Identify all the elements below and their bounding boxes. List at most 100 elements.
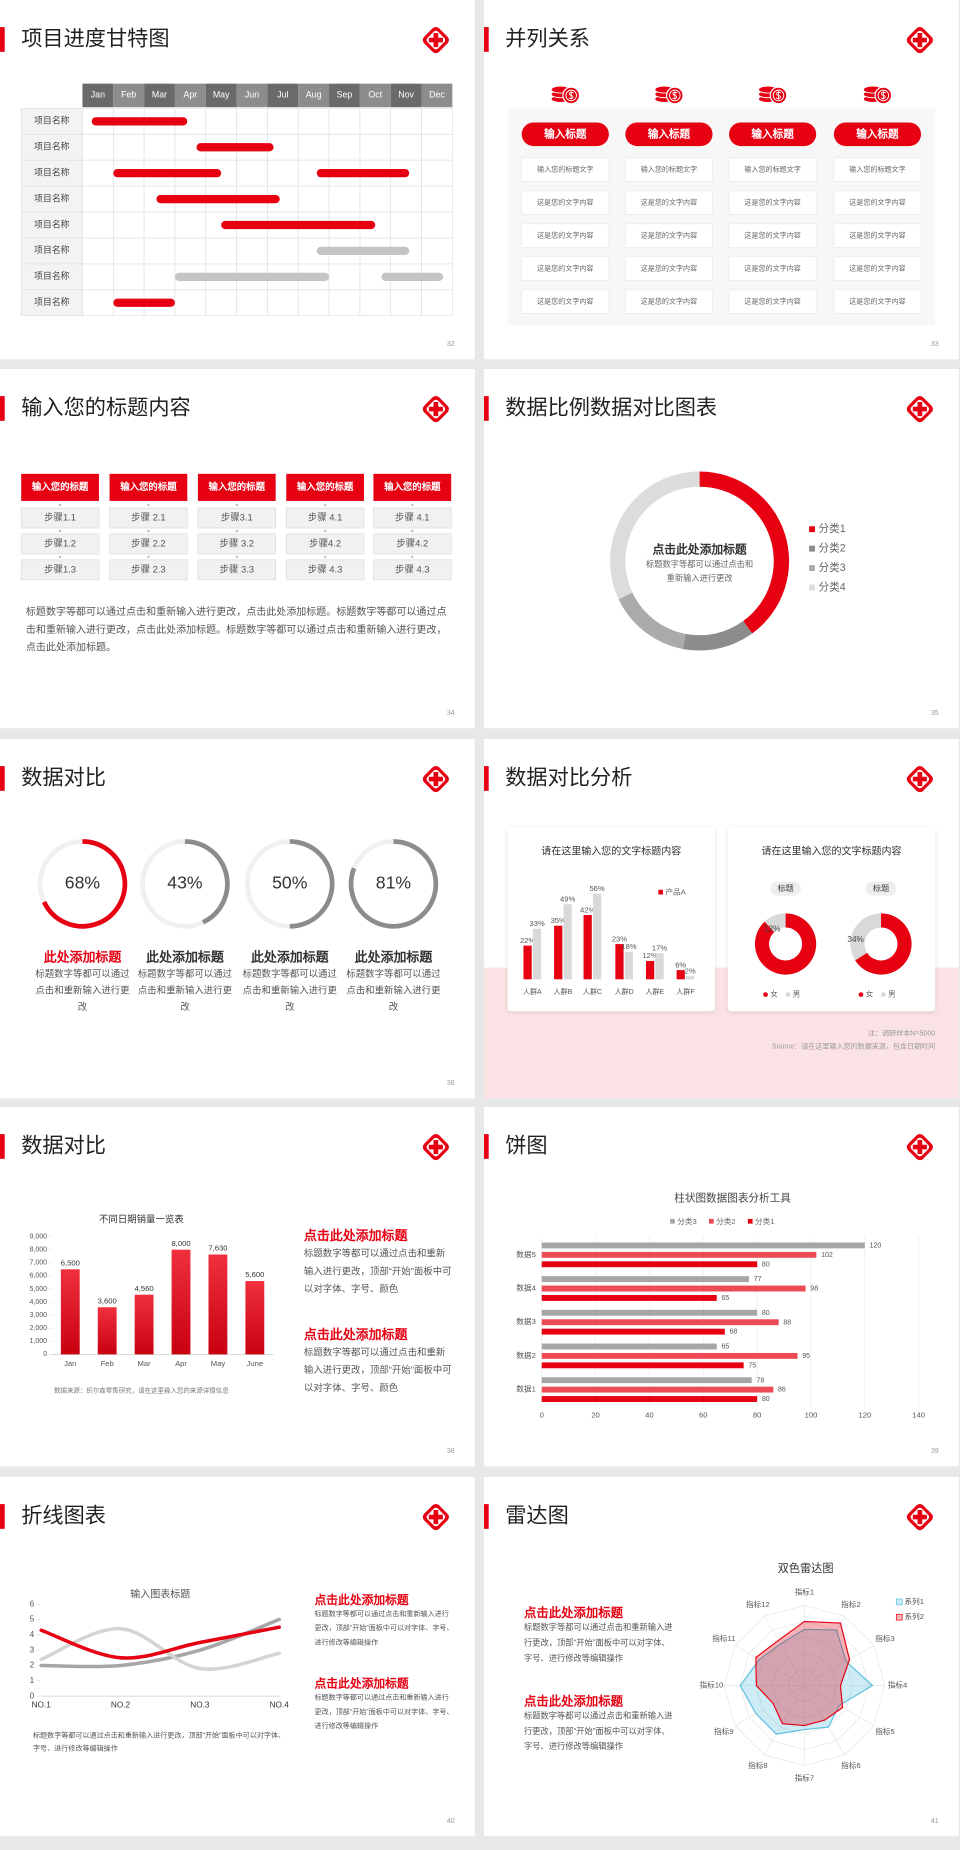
logo <box>422 766 449 793</box>
step-dot <box>147 555 150 559</box>
donut-sector <box>754 913 817 975</box>
heading-pill <box>729 122 817 147</box>
value-label: 33% <box>529 919 544 928</box>
legend-dot <box>763 992 768 997</box>
x-tick-label: 120 <box>858 1411 871 1420</box>
month-header <box>359 83 391 108</box>
month-label: Oct <box>368 90 382 100</box>
ring-label: 50% <box>272 873 308 893</box>
block-title: 点击此处添加标题 <box>315 1593 409 1607</box>
category-label: 人群B <box>554 987 573 996</box>
value-label: 23% <box>612 934 627 943</box>
gantt-bar <box>113 298 175 307</box>
step-heading-bg <box>373 473 452 501</box>
slide-title: 输入您的标题内容 <box>21 396 191 420</box>
item-heading: 此处添加标题 <box>251 950 329 965</box>
task-name: 项目名称 <box>34 141 69 152</box>
value-label: 80 <box>762 1261 770 1268</box>
slide-title: 数据对比 <box>21 766 106 790</box>
logo-cross <box>428 1509 443 1525</box>
coin-icon <box>550 85 581 105</box>
legend-label: 分类3 <box>819 561 846 574</box>
radar-spoke <box>804 1615 845 1686</box>
legend-swatch <box>670 1218 675 1224</box>
donut-sector <box>855 913 912 975</box>
axis-label: 指标1 <box>795 1586 815 1596</box>
bar <box>592 893 602 980</box>
item-text: 这是您的文字内容 <box>537 230 593 239</box>
footnote: 数据来源：织尔森零售研究，请在这里输入您的来源详情信息 <box>54 1386 229 1395</box>
legend-label: 系列1 <box>905 1596 925 1606</box>
slide-bg <box>0 1477 475 1837</box>
step-text: 步骤 2.2 <box>131 537 166 548</box>
coin-inner <box>877 89 890 102</box>
category-label: 人群A <box>523 987 542 996</box>
coin-icon <box>654 85 684 105</box>
value-label: 120 <box>870 1243 882 1250</box>
legend-swatch <box>895 1613 903 1621</box>
gantt-bar <box>196 143 274 152</box>
step-box <box>109 507 188 529</box>
page-number: 34 <box>447 710 455 717</box>
axis-label: 指标4 <box>888 1680 908 1690</box>
page-number: 39 <box>931 1448 939 1455</box>
pie-sector <box>618 592 686 649</box>
legend-label: 产品A <box>665 887 686 897</box>
bar <box>171 1249 191 1355</box>
step-text: 步骤 3.2 <box>220 537 255 548</box>
title-accent <box>484 1134 489 1159</box>
paragraph-box: 标题数字等都可以通过点击和重新输入进行更改，点击此处添加标题。标题数字等都可以通… <box>26 606 447 653</box>
pie-sector <box>610 471 700 600</box>
logo-cross <box>428 771 443 787</box>
coin-inner <box>772 89 785 102</box>
bar <box>60 1269 80 1355</box>
title-accent <box>0 1134 5 1159</box>
bar <box>523 945 532 980</box>
y-tick-label: 8,000 <box>29 1247 47 1254</box>
line-series <box>39 1626 281 1671</box>
heading-pill <box>833 122 922 147</box>
ring-arc <box>289 839 335 929</box>
coin-sign <box>880 91 886 100</box>
month-header <box>144 83 175 108</box>
item-text-box: 标题数字等都可以通过点击和重新输入进行更改 <box>243 969 337 1013</box>
title-accent <box>0 1504 5 1529</box>
month-header <box>267 83 299 108</box>
month-label: Apr <box>183 90 197 100</box>
value-label: 18% <box>621 942 636 951</box>
month-label: Feb <box>121 90 136 100</box>
x-tick-label: NO.1 <box>32 1701 52 1710</box>
block-title: 点击此处添加标题 <box>304 1327 408 1342</box>
item-text: 这是您的文字内容 <box>537 197 593 206</box>
card-title: 请在这里输入您的文字标题内容 <box>762 845 902 858</box>
logo-cross <box>428 1139 443 1155</box>
slide-title: 雷达图 <box>505 1504 569 1528</box>
step-box <box>197 533 277 555</box>
title-accent <box>0 766 5 791</box>
item-box <box>521 289 610 314</box>
bar <box>541 1328 725 1335</box>
legend-label: 分类2 <box>716 1216 736 1226</box>
block-title: 点击此处添加标题 <box>304 1228 408 1243</box>
bar <box>624 951 634 980</box>
center-text: 标题数字等都可以通过点击和重新输入进行更改 <box>645 561 754 584</box>
value-label: 22% <box>520 936 535 945</box>
x-tick-label: 40 <box>645 1411 654 1420</box>
chart-title: 不同日期销量一览表 <box>99 1214 184 1225</box>
axis-label: 指标6 <box>841 1760 861 1770</box>
item-box <box>833 256 922 281</box>
axis-label: 指标5 <box>875 1726 895 1736</box>
x-tick-label: 20 <box>591 1411 600 1420</box>
bar <box>541 1352 798 1359</box>
legend-label: 分类4 <box>819 580 846 593</box>
value-label: 42% <box>580 905 595 914</box>
title-accent <box>0 27 5 52</box>
step-text: 步骤 3.3 <box>220 563 255 574</box>
ring-arc <box>184 839 230 925</box>
block-title: 点击此处添加标题 <box>524 1693 624 1708</box>
coin-inner <box>669 89 681 102</box>
value-label: 6,500 <box>61 1258 80 1267</box>
item-box <box>833 289 922 314</box>
coin-icon <box>758 85 788 105</box>
